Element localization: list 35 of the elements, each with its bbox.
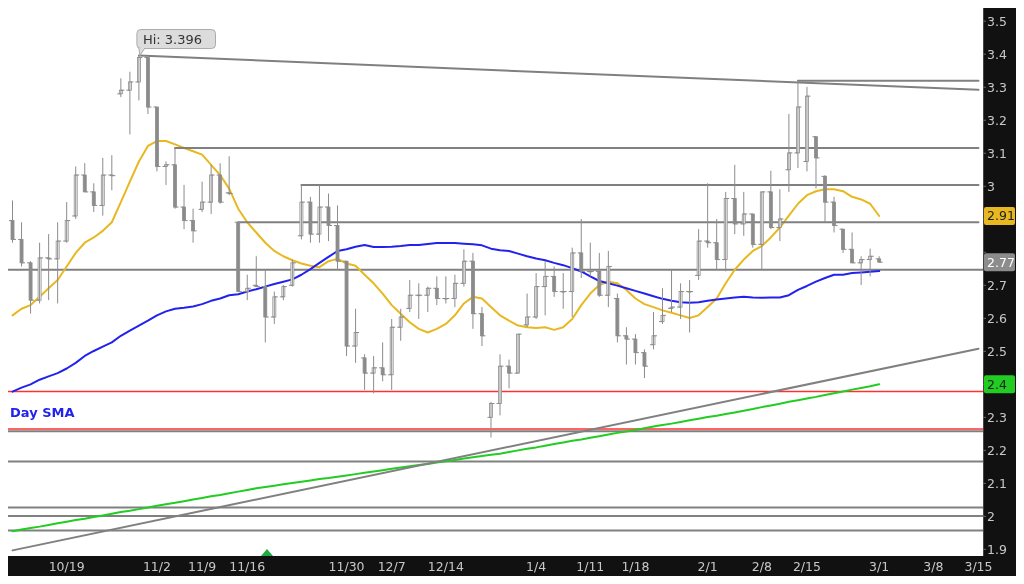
x-tick-label: 11/16 bbox=[229, 559, 266, 574]
x-tick-label: 2/8 bbox=[751, 559, 772, 574]
y-tick-label: 2.5 bbox=[987, 343, 1007, 359]
y-tick-label: 1.9 bbox=[987, 541, 1007, 557]
x-tick-label: 3/1 bbox=[869, 559, 890, 574]
y-tick-label: 2.6 bbox=[987, 310, 1007, 326]
x-tick-label: 12/14 bbox=[427, 559, 464, 574]
y-tick-label: 2.2 bbox=[987, 442, 1007, 458]
x-tick-label: 3/8 bbox=[923, 559, 944, 574]
x-tick-label: 10/19 bbox=[48, 559, 85, 574]
annotation: 2.77 bbox=[987, 254, 1015, 270]
annotation: Hi: 3.396 bbox=[142, 31, 203, 47]
y-tick-label: 2.7 bbox=[987, 277, 1007, 293]
x-tick-label: 1/18 bbox=[621, 559, 650, 574]
x-tick-label: 11/30 bbox=[328, 559, 365, 574]
y-tick-label: 3.4 bbox=[987, 46, 1007, 62]
x-tick-label: 3/15 bbox=[964, 559, 993, 574]
x-tick-label: 11/2 bbox=[142, 559, 171, 574]
annotation: 2.91 bbox=[987, 208, 1015, 224]
y-tick-label: 2.1 bbox=[987, 475, 1007, 491]
series-label: Day SMA bbox=[10, 405, 75, 421]
x-tick-label: 11/9 bbox=[188, 559, 217, 574]
x-tick-label: 1/4 bbox=[526, 559, 547, 574]
x-tick-label: 12/7 bbox=[377, 559, 406, 574]
x-tick-label: 1/11 bbox=[576, 559, 605, 574]
x-tick-label: 2/15 bbox=[792, 559, 821, 574]
y-tick-label: 3.3 bbox=[987, 79, 1007, 95]
x-tick-label: 2/1 bbox=[697, 559, 718, 574]
y-tick-label: 3.1 bbox=[987, 145, 1007, 161]
y-tick-label: 3.2 bbox=[987, 112, 1007, 128]
text: 2.4 bbox=[987, 376, 1007, 392]
y-tick-label: 2.3 bbox=[987, 409, 1007, 425]
y-tick-label: 2 bbox=[987, 508, 995, 524]
y-tick-label: 3 bbox=[987, 178, 995, 194]
y-tick-label: 3.5 bbox=[987, 13, 1007, 29]
